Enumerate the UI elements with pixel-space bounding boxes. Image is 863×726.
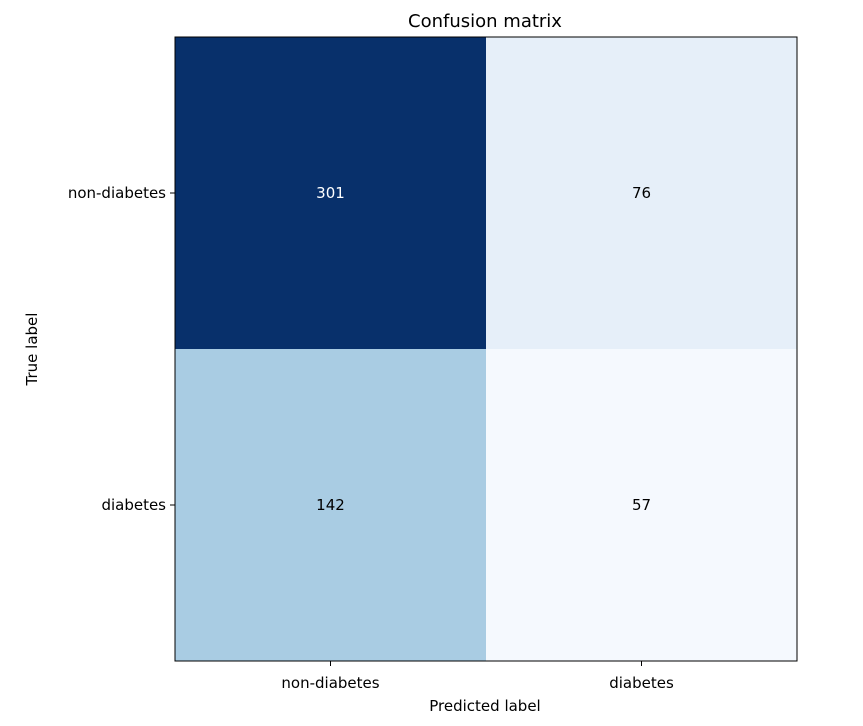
heatmap-cell [486,37,797,349]
heatmap-cell [486,349,797,661]
y-tick-label: non-diabetes [68,184,166,202]
cell-value-label: 301 [316,184,345,202]
plot-frame [174,36,798,662]
y-axis-label: True label [23,313,41,387]
y-tick-label: diabetes [101,496,166,514]
heatmap-cell [175,349,486,661]
cell-value-label: 57 [632,496,651,514]
x-axis-ticks: non-diabetes diabetes [281,661,674,692]
heatmap-cell [175,37,486,349]
cell-value-label: 76 [632,184,651,202]
x-tick-label: diabetes [609,674,674,692]
heatmap-cells [175,37,797,661]
cell-value-labels: 301 76 142 57 [316,184,651,514]
x-axis-label: Predicted label [429,697,540,715]
cell-value-label: 142 [316,496,345,514]
y-axis-ticks: non-diabetes diabetes [68,184,175,514]
chart-title: Confusion matrix [408,11,562,32]
x-tick-label: non-diabetes [281,674,379,692]
